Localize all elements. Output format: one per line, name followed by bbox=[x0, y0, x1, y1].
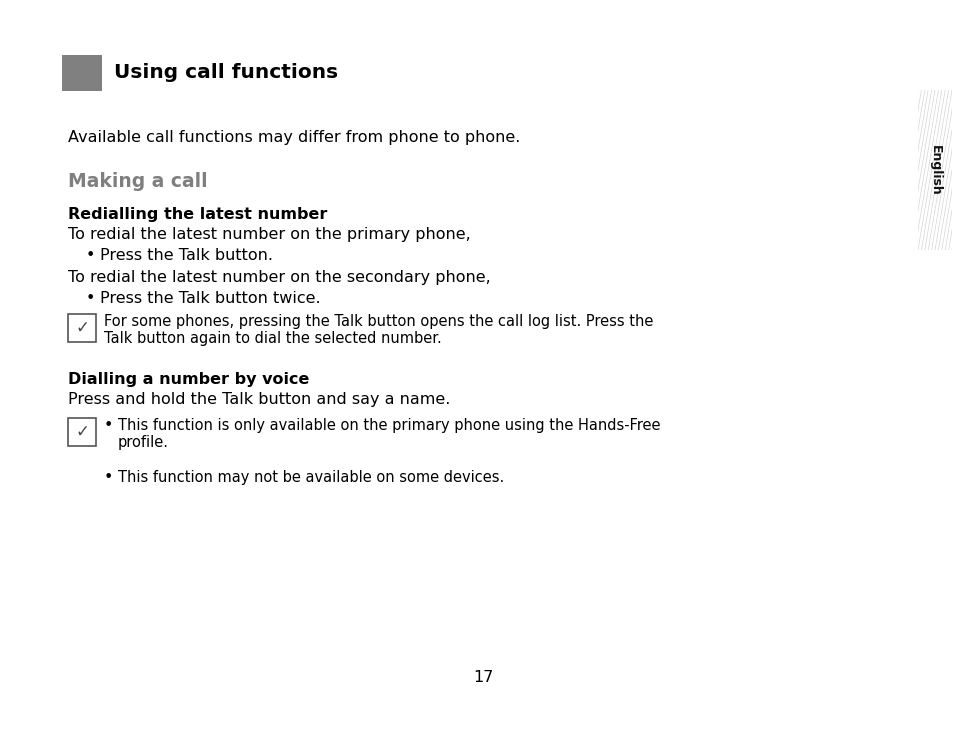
Text: ✓: ✓ bbox=[75, 319, 89, 337]
Text: Press and hold the Talk button and say a name.: Press and hold the Talk button and say a… bbox=[68, 392, 450, 407]
Text: Using call functions: Using call functions bbox=[113, 64, 337, 82]
Text: Available call functions may differ from phone to phone.: Available call functions may differ from… bbox=[68, 130, 519, 145]
Text: ✓: ✓ bbox=[75, 423, 89, 441]
Text: This function may not be available on some devices.: This function may not be available on so… bbox=[118, 470, 504, 485]
Text: Dialling a number by voice: Dialling a number by voice bbox=[68, 372, 309, 387]
Bar bbox=[68, 418, 96, 446]
Text: •: • bbox=[86, 291, 95, 306]
Bar bbox=[68, 314, 96, 342]
Text: profile.: profile. bbox=[118, 435, 169, 450]
Text: Press the Talk button.: Press the Talk button. bbox=[100, 248, 273, 263]
Text: English: English bbox=[927, 145, 941, 195]
Text: This function is only available on the primary phone using the Hands-Free: This function is only available on the p… bbox=[118, 418, 659, 433]
Text: •: • bbox=[104, 470, 113, 485]
Text: •: • bbox=[86, 248, 95, 263]
Text: To redial the latest number on the primary phone,: To redial the latest number on the prima… bbox=[68, 227, 470, 242]
Text: Talk button again to dial the selected number.: Talk button again to dial the selected n… bbox=[104, 331, 441, 346]
Text: •: • bbox=[104, 418, 113, 433]
Text: For some phones, pressing the Talk button opens the call log list. Press the: For some phones, pressing the Talk butto… bbox=[104, 314, 653, 329]
Text: Redialling the latest number: Redialling the latest number bbox=[68, 207, 327, 222]
Text: 17: 17 bbox=[473, 670, 493, 685]
Text: Making a call: Making a call bbox=[68, 172, 208, 191]
Bar bbox=[62, 55, 102, 91]
Text: To redial the latest number on the secondary phone,: To redial the latest number on the secon… bbox=[68, 270, 490, 285]
Text: Press the Talk button twice.: Press the Talk button twice. bbox=[100, 291, 320, 306]
